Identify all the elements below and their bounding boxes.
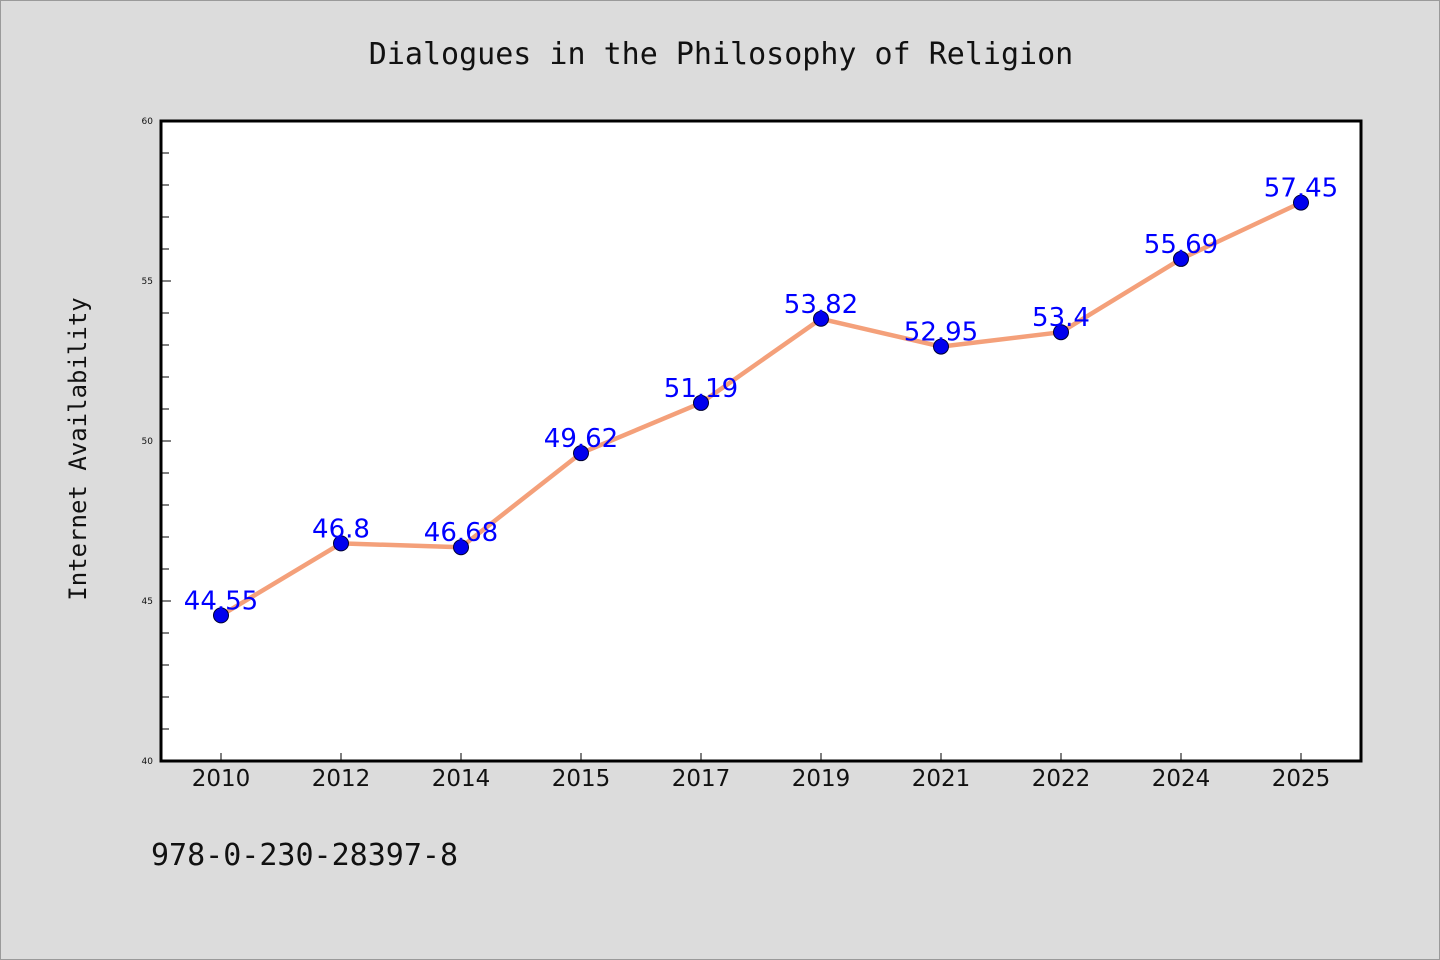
data-point xyxy=(813,310,829,327)
y-axis: 40 45 50 55 60 xyxy=(142,117,171,767)
y-tick-label: 50 xyxy=(142,437,154,447)
plot-area xyxy=(159,119,1363,763)
chart-title: Dialogues in the Philosophy of Religion xyxy=(369,37,1073,72)
x-tick-label: 2014 xyxy=(432,766,491,792)
data-point xyxy=(333,535,349,552)
data-label: 53.4 xyxy=(1032,303,1090,333)
data-point xyxy=(1053,324,1069,341)
data-point xyxy=(573,445,589,462)
data-label: 49.62 xyxy=(544,424,618,454)
x-tick-label: 2019 xyxy=(792,766,851,792)
data-point xyxy=(453,539,469,556)
data-label: 46.8 xyxy=(312,514,370,544)
y-tick-label: 60 xyxy=(142,117,154,127)
data-label: 44.55 xyxy=(184,586,258,616)
data-label: 57.45 xyxy=(1264,174,1338,204)
x-tick-label: 2022 xyxy=(1032,766,1091,792)
data-point xyxy=(693,394,709,411)
data-markers xyxy=(213,194,1309,624)
x-tick-label: 2025 xyxy=(1272,766,1331,792)
data-label: 53.82 xyxy=(784,290,858,320)
y-tick-label: 40 xyxy=(142,757,154,767)
data-point xyxy=(213,607,229,624)
data-point xyxy=(933,338,949,355)
series-line-group xyxy=(218,200,1304,618)
data-label: 55.69 xyxy=(1144,230,1218,260)
y-tick-label: 55 xyxy=(142,277,153,287)
data-label: 52.95 xyxy=(904,318,978,348)
y-tick-label: 45 xyxy=(142,597,153,607)
x-tick-label: 2021 xyxy=(912,766,971,792)
x-tick-label: 2015 xyxy=(552,766,611,792)
series-line xyxy=(218,200,1304,618)
data-point xyxy=(1173,250,1189,267)
y-axis-label: Internet Availability xyxy=(64,297,92,600)
x-tick-label: 2017 xyxy=(672,766,731,792)
data-label: 51.19 xyxy=(664,374,738,404)
x-axis: 2010 2012 2014 2015 2017 2019 2021 2022 2024 2025 xyxy=(192,753,1331,792)
data-point xyxy=(1293,194,1309,211)
data-label: 46.68 xyxy=(424,518,498,548)
x-tick-label: 2024 xyxy=(1152,766,1211,792)
x-tick-label: 2010 xyxy=(192,766,251,792)
isbn-text: 978-0-230-28397-8 xyxy=(151,838,458,873)
x-tick-label: 2012 xyxy=(312,766,371,792)
data-labels: 44.55 46.8 46.68 49.62 51.19 53.82 52.95 53.4 55… xyxy=(184,174,1338,617)
